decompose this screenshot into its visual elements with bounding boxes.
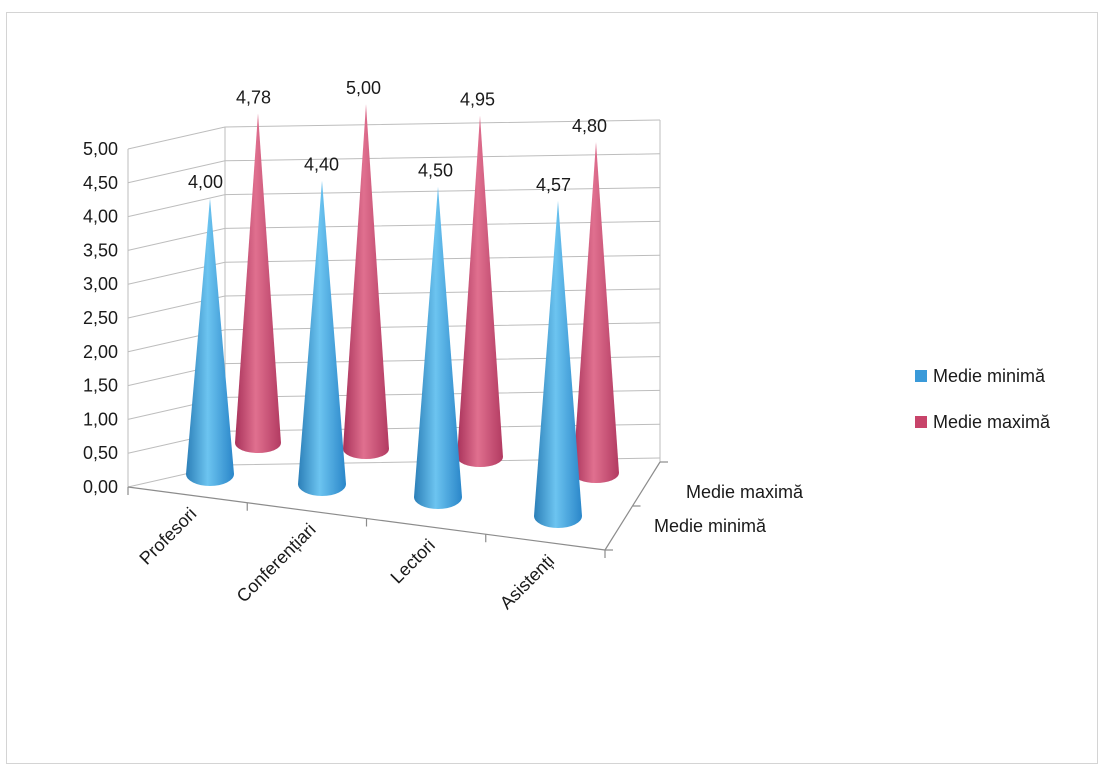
cone-medie-minima (534, 200, 582, 529)
chart-marks: 4,78 5,00 4,95 4,80 4,00 4,40 4,50 4,57 (186, 78, 619, 529)
depth-axis: Medie maximă Medie minimă (654, 482, 804, 536)
y-tick-label: 4,50 (83, 173, 118, 193)
cone-medie-minima (186, 198, 234, 486)
data-label: 4,95 (460, 90, 495, 110)
data-label: 4,50 (418, 161, 453, 181)
y-tick-label: 2,50 (83, 308, 118, 328)
cone-medie-minima (298, 180, 346, 496)
y-tick-label: 1,50 (83, 376, 118, 396)
cone-medie-maxima (235, 113, 281, 454)
cone-medie-maxima (343, 104, 389, 460)
legend-swatch (915, 416, 927, 428)
data-label: 4,00 (188, 172, 223, 192)
category-axis: Profesori Conferențiari Lectori Asistenți (135, 504, 558, 613)
category-label: Asistenți (496, 551, 558, 613)
legend: Medie minimă Medie maximă (915, 366, 1051, 432)
y-axis-ticks: 0,00 0,50 1,00 1,50 2,00 2,50 3,00 3,50 4,00 4,50… (83, 139, 118, 497)
legend-label: Medie maximă (933, 412, 1051, 432)
cone-medie-maxima (573, 142, 619, 483)
y-tick-label: 2,00 (83, 342, 118, 362)
y-tick-label: 5,00 (83, 139, 118, 159)
y-tick-label: 4,00 (83, 207, 118, 227)
legend-label: Medie minimă (933, 366, 1046, 386)
data-label: 4,80 (572, 116, 607, 136)
data-label: 4,40 (304, 155, 339, 175)
category-label: Lectori (387, 535, 439, 587)
category-label: Conferențiari (233, 519, 320, 606)
data-label: 4,57 (536, 175, 571, 195)
y-tick-label: 3,50 (83, 240, 118, 260)
y-tick-label: 0,00 (83, 477, 118, 497)
legend-swatch (915, 370, 927, 382)
data-label: 5,00 (346, 78, 381, 98)
cone-medie-minima (414, 186, 462, 509)
y-tick-label: 0,50 (83, 443, 118, 463)
depth-label: Medie maximă (686, 482, 804, 502)
y-tick-label: 3,00 (83, 274, 118, 294)
category-label: Profesori (135, 504, 200, 569)
data-label: 4,78 (236, 87, 271, 107)
depth-label: Medie minimă (654, 516, 767, 536)
chart-walls (127, 119, 668, 558)
y-tick-label: 1,00 (83, 409, 118, 429)
cone-medie-maxima (457, 115, 503, 468)
